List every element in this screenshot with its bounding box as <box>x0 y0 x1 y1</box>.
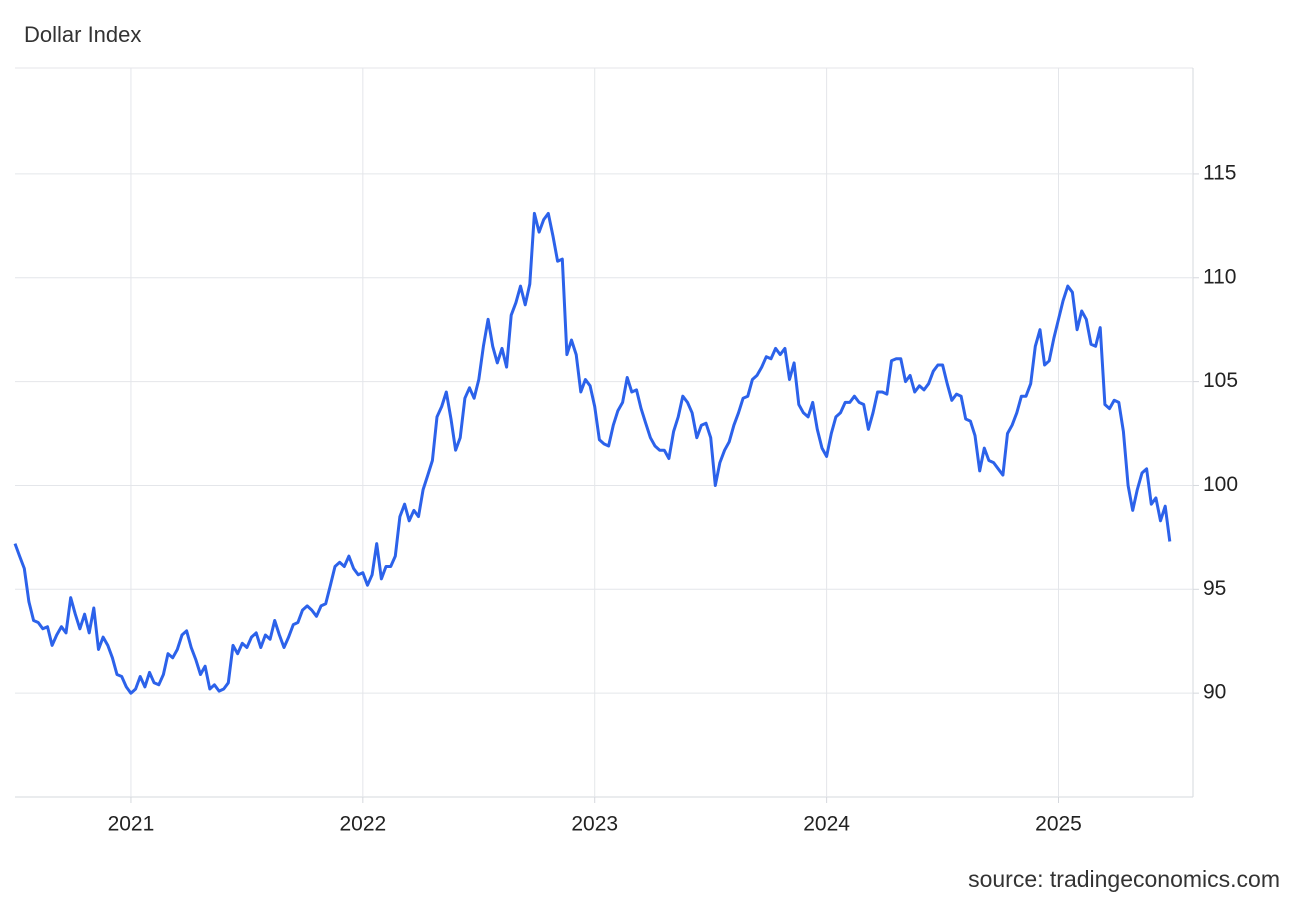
source: source: tradingeconomics.com <box>968 866 1280 892</box>
x-tick-label: 2023 <box>571 813 618 836</box>
x-tick-label: 2024 <box>803 813 850 836</box>
line <box>13 211 1172 695</box>
chart-title: Dollar Index <box>24 22 141 47</box>
x-tick-label: 2021 <box>108 813 155 836</box>
y-tick-label: 100 <box>1203 473 1238 496</box>
y-tick-label: 110 <box>1203 265 1236 288</box>
y-tick-label: 90 <box>1203 681 1226 704</box>
x-tick-label: 2022 <box>339 813 386 836</box>
y-tick-label: 95 <box>1203 577 1226 600</box>
x-tick-label: 2025 <box>1035 813 1082 836</box>
y-tick-label: 115 <box>1203 161 1236 184</box>
y-tick-label: 105 <box>1203 369 1238 392</box>
